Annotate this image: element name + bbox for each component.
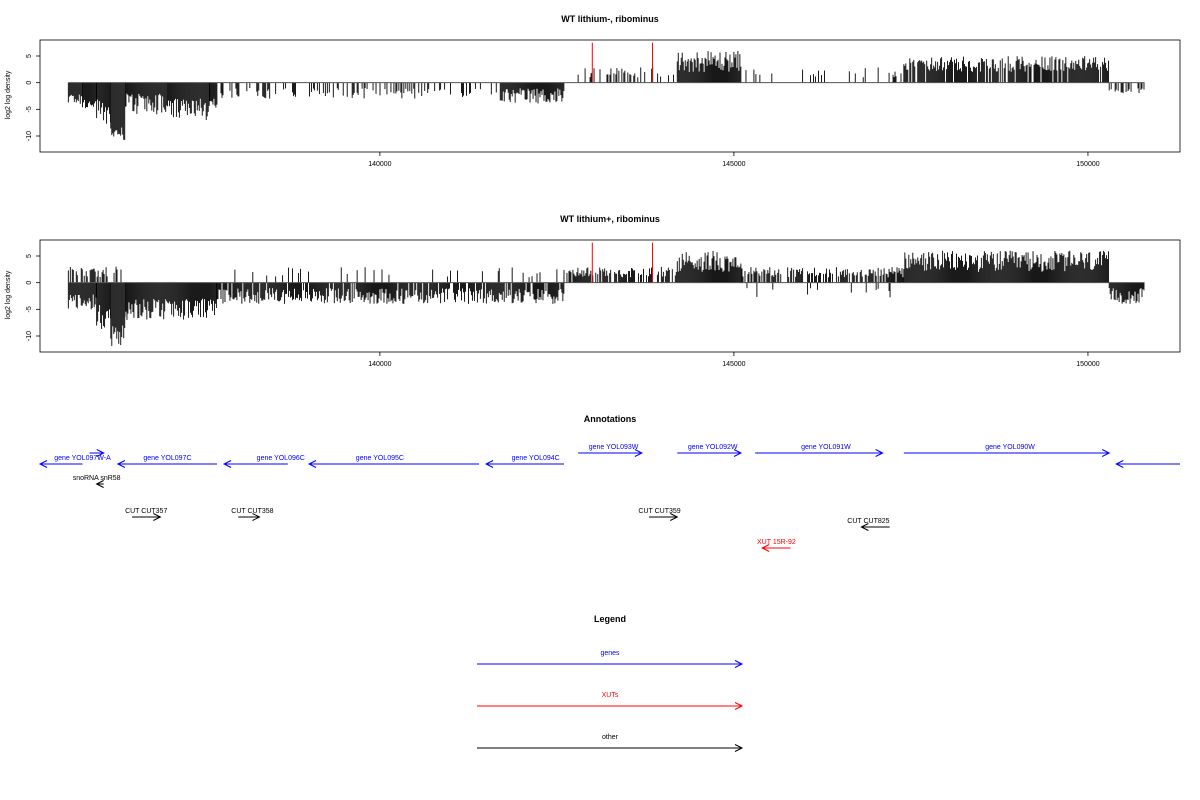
x-tick-label: 140000 (368, 361, 391, 368)
legend: Legend genes XUTs other (477, 614, 744, 752)
x-tick-label: 140000 (368, 161, 391, 168)
plot-frame (39, 239, 1181, 353)
feature-label: gene YOL092W (688, 444, 738, 451)
legend-label: XUTs (602, 692, 619, 699)
feature-label: CUT CUT358 (231, 508, 273, 515)
y-tick-label: 5 (26, 54, 33, 58)
axes-lithium-minus: 5 0 -5 -10 140000 145000 150000 (26, 39, 1181, 168)
feature-label: CUT CUT825 (847, 518, 889, 525)
x-tick-label: 150000 (1076, 161, 1099, 168)
legend-label: genes (600, 650, 620, 657)
feature-arrow: CUT CUT357 (125, 508, 167, 521)
gene-arrow: gene YOL094C (484, 455, 564, 468)
annotations-track: Annotations gene YOL097W-A gene YOL097C ge… (38, 414, 1180, 552)
plot-frame (39, 39, 1181, 153)
gene-arrow: gene YOL095C (307, 455, 480, 468)
feature-arrow: CUT CUT825 (847, 518, 890, 531)
feature-label: gene YOL097W-A (54, 455, 111, 462)
gene-arrow: gene YOL097W-A (38, 455, 111, 468)
coverage-panel-lithium-plus: WT lithium+, ribominus log2 log density … (5, 214, 1181, 368)
feature-label: CUT CUT357 (125, 508, 167, 515)
gene-arrow: gene YOL091W (755, 444, 884, 457)
feature-label: gene YOL094C (512, 455, 560, 462)
legend-title: Legend (594, 614, 626, 624)
y-axis-label-lithium-plus: log2 log density (5, 270, 12, 319)
y-tick-label: -5 (26, 106, 33, 112)
y-tick-label: 0 (26, 281, 33, 285)
coverage-bars-lithium-plus (67, 242, 1145, 346)
feature-arrow: CUT CUT358 (231, 508, 274, 521)
coverage-bars-lithium-minus (67, 42, 1145, 140)
feature-label: snoRNA snR58 (73, 475, 121, 482)
legend-label: other (602, 734, 619, 741)
legend-item: genes (477, 650, 744, 668)
x-tick-label: 150000 (1076, 361, 1099, 368)
annotation-features: gene YOL097W-A gene YOL097C gene YOL096C ge… (38, 444, 1180, 552)
feature-label: gene YOL090W (985, 444, 1035, 451)
gene-arrow: gene YOL096C (222, 455, 305, 468)
feature-label: gene YOL095C (356, 455, 404, 462)
y-tick-label: 0 (26, 81, 33, 85)
gene-arrow: gene YOL090W (903, 444, 1111, 457)
feature-arrow: CUT CUT359 (638, 508, 681, 521)
gene-arrow: gene YOL093W (578, 444, 643, 457)
gene-arrow (1115, 460, 1180, 468)
x-tick-label: 145000 (722, 161, 745, 168)
legend-item: XUTs (477, 692, 744, 710)
feature-arrow: snoRNA snR58 (73, 475, 121, 488)
feature-label: gene YOL093W (589, 444, 639, 451)
panel-title-lithium-minus: WT lithium-, ribominus (561, 14, 659, 24)
y-tick-label: -10 (26, 331, 33, 341)
legend-item: other (477, 734, 744, 752)
coverage-panel-lithium-minus: WT lithium-, ribominus log2 log density … (5, 14, 1181, 168)
xut-arrow: XUT 15R-92 (757, 539, 796, 552)
gene-arrow (89, 449, 105, 457)
x-tick-label: 145000 (722, 361, 745, 368)
legend-items: genes XUTs other (477, 650, 744, 752)
feature-label: XUT 15R-92 (757, 539, 796, 546)
feature-label: CUT CUT359 (638, 508, 680, 515)
y-tick-label: 5 (26, 254, 33, 258)
axes-lithium-plus: 5 0 -5 -10 140000 145000 150000 (26, 239, 1181, 368)
gene-arrow: gene YOL097C (116, 455, 218, 468)
y-tick-label: -5 (26, 306, 33, 312)
y-axis-label-lithium-minus: log2 log density (5, 70, 12, 119)
y-tick-label: -10 (26, 131, 33, 141)
gene-arrow: gene YOL092W (677, 444, 743, 457)
panel-title-lithium-plus: WT lithium+, ribominus (560, 214, 660, 224)
feature-label: gene YOL091W (801, 444, 851, 451)
annotations-title: Annotations (584, 414, 637, 424)
feature-label: gene YOL096C (257, 455, 305, 462)
feature-label: gene YOL097C (143, 455, 191, 462)
